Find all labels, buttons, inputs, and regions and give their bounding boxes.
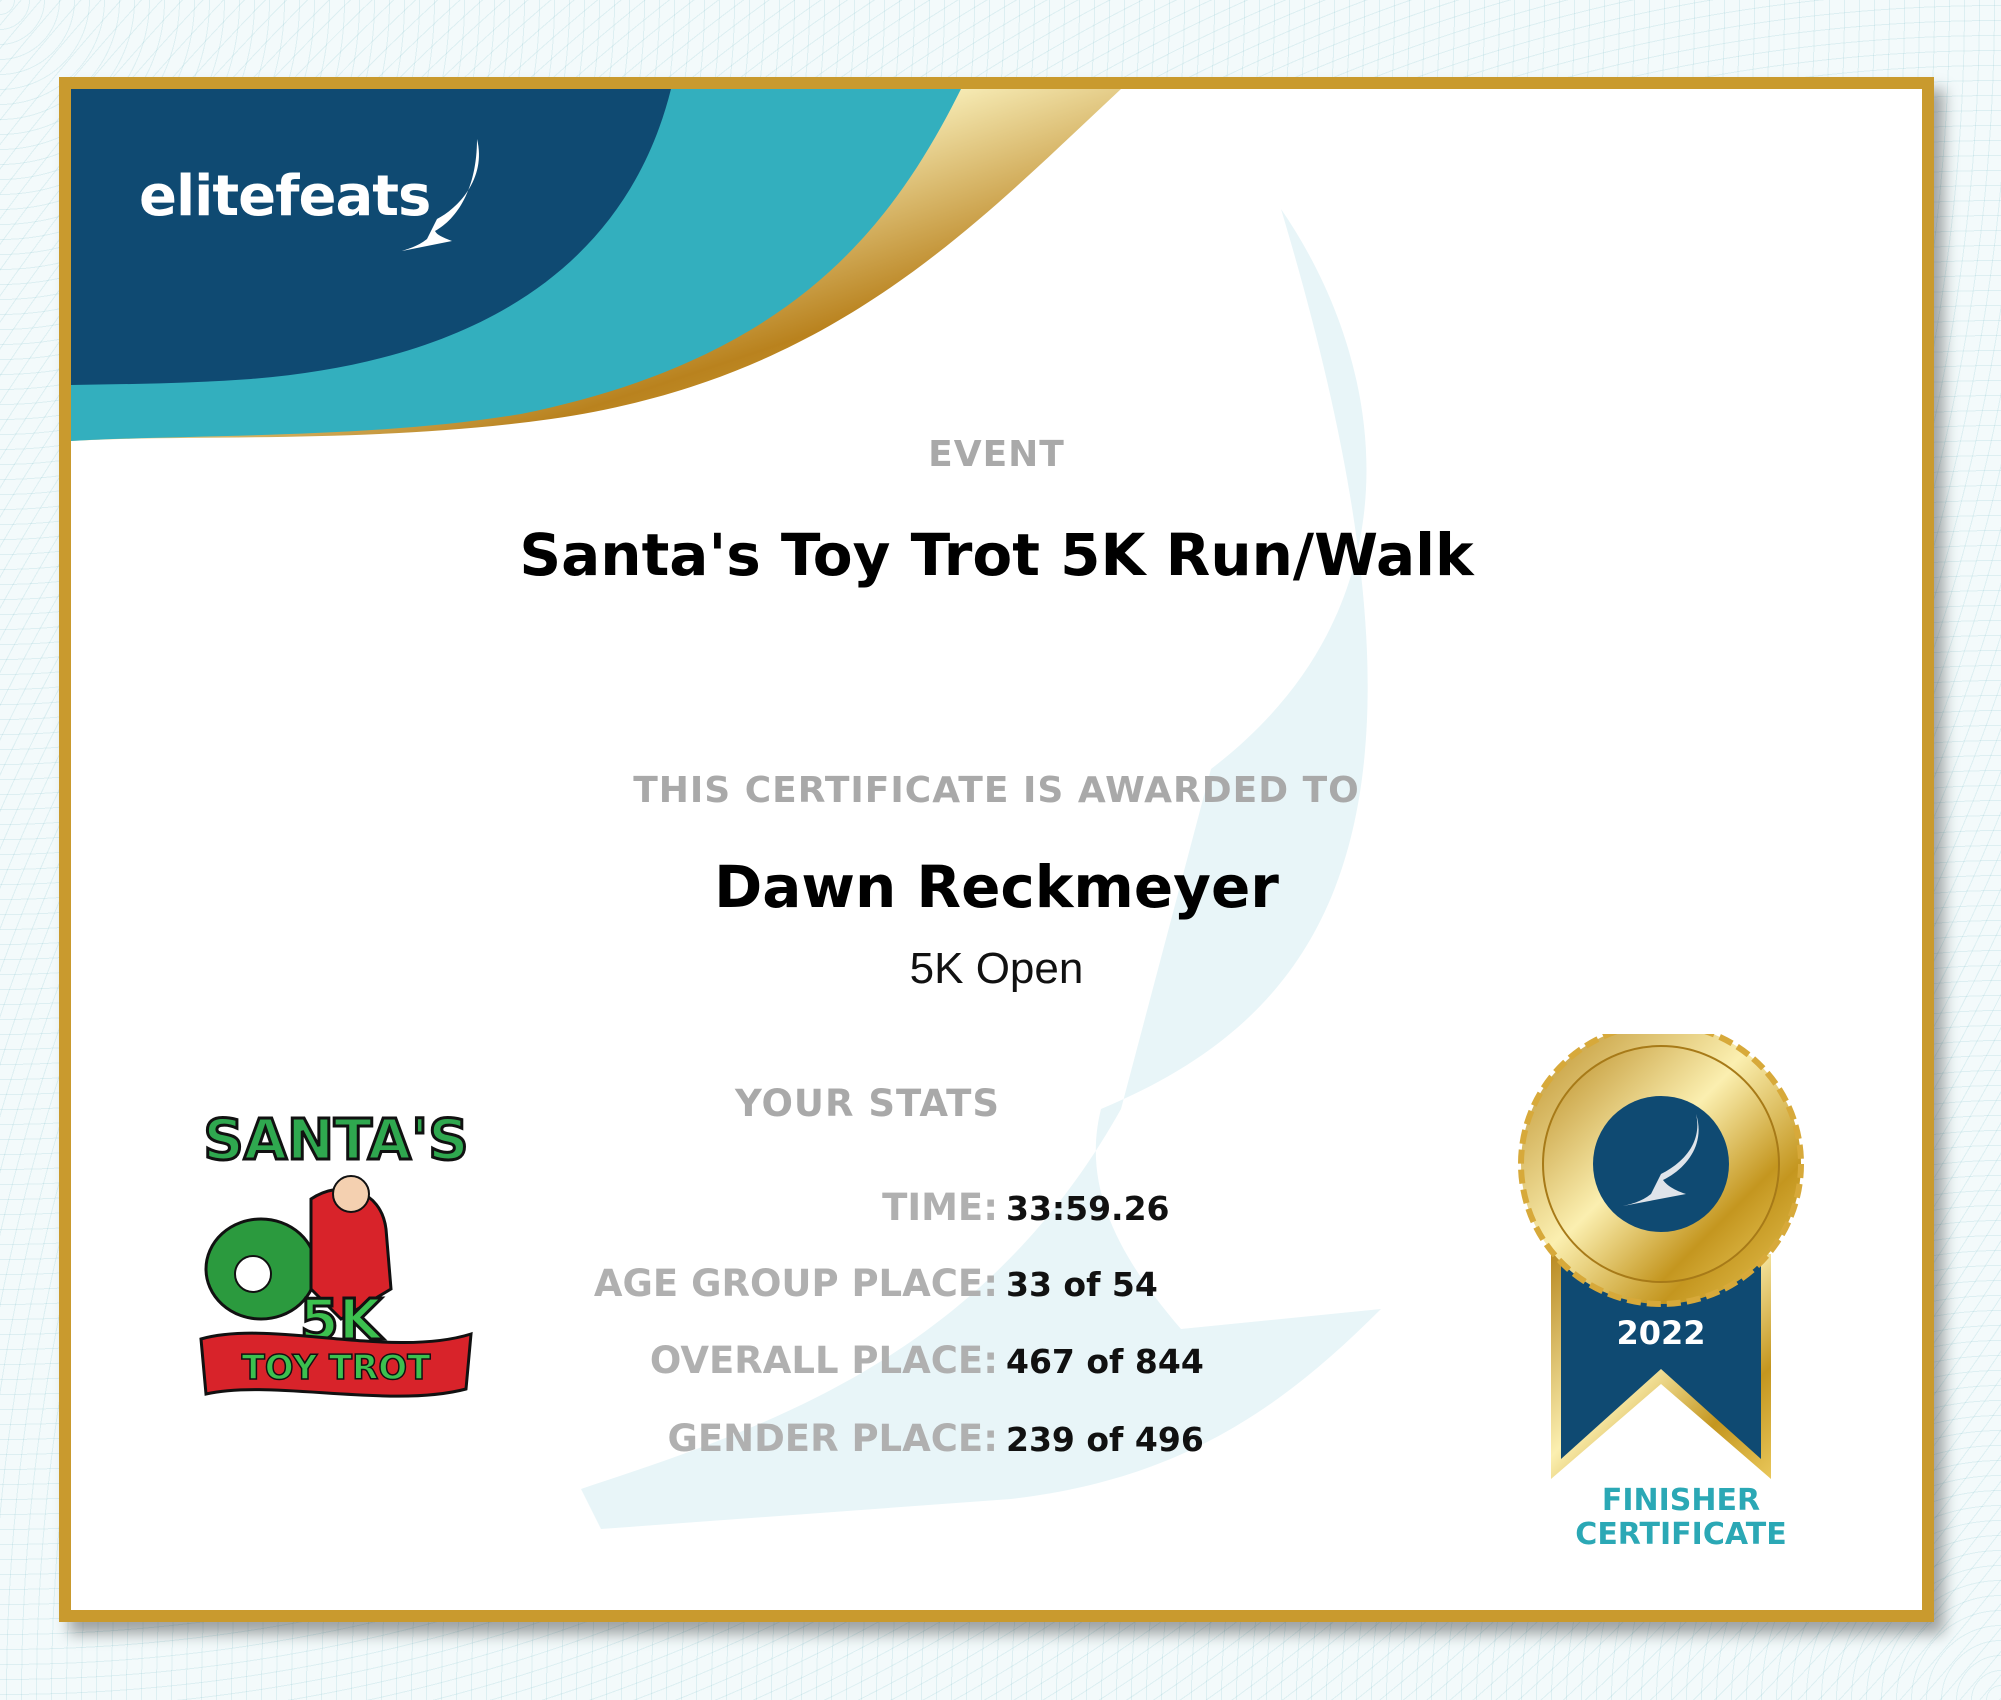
- certificate: elitefeats EVENT Santa's Toy Trot 5K Run…: [59, 77, 1934, 1622]
- stat-label: AGE GROUP PLACE:: [593, 1262, 998, 1305]
- header-swoosh: [71, 89, 1121, 441]
- svg-text:TOY TROT: TOY TROT: [242, 1348, 432, 1388]
- finisher-label-line2: CERTIFICATE: [1575, 1517, 1787, 1552]
- finisher-certificate-label: FINISHER CERTIFICATE: [1546, 1484, 1816, 1552]
- stat-row-time: TIME: 33:59.26: [71, 1186, 1922, 1236]
- santas-toy-trot-logo: SANTA'S 5K TOY TROT: [199, 1107, 473, 1398]
- stat-value: 33 of 54: [1006, 1265, 1158, 1304]
- winged-foot-watermark-icon: [581, 209, 1381, 1529]
- stats-heading: YOUR STATS: [735, 1082, 1001, 1125]
- finisher-badge: 2022: [1518, 1034, 1804, 1479]
- stat-label: OVERALL PLACE:: [649, 1339, 998, 1382]
- event-label: EVENT: [928, 434, 1065, 475]
- recipient-name: Dawn Reckmeyer: [714, 853, 1279, 921]
- stat-value: 239 of 496: [1006, 1420, 1204, 1459]
- winged-foot-icon: [402, 139, 479, 251]
- awarded-to-label: THIS CERTIFICATE IS AWARDED TO: [633, 770, 1360, 811]
- stat-label: TIME:: [882, 1186, 998, 1229]
- svg-text:SANTA'S: SANTA'S: [203, 1108, 468, 1173]
- finisher-label-line1: FINISHER: [1601, 1483, 1761, 1518]
- badge-year: 2022: [1616, 1314, 1705, 1352]
- stat-row-gender: GENDER PLACE: 239 of 496: [71, 1417, 1922, 1467]
- division: 5K Open: [909, 944, 1084, 993]
- stat-value: 467 of 844: [1006, 1342, 1204, 1381]
- stat-row-overall: OVERALL PLACE: 467 of 844: [71, 1339, 1922, 1389]
- event-name: Santa's Toy Trot 5K Run/Walk: [519, 521, 1474, 589]
- elitefeats-logo: elitefeats: [139, 164, 431, 229]
- stat-label: GENDER PLACE:: [667, 1417, 998, 1460]
- stat-row-age-group: AGE GROUP PLACE: 33 of 54: [71, 1262, 1922, 1312]
- stat-value: 33:59.26: [1006, 1189, 1170, 1228]
